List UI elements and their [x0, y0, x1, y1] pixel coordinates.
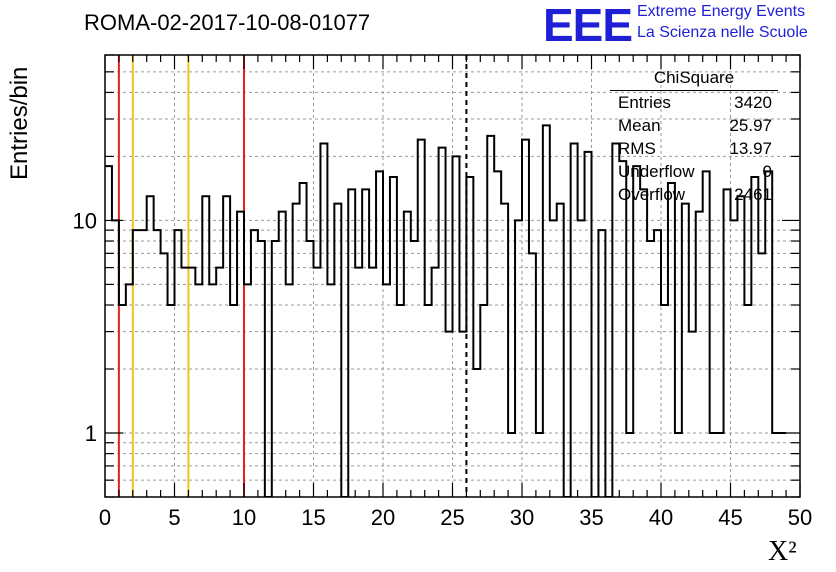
stats-value: 13.97	[729, 139, 772, 158]
stats-value: 2461	[734, 185, 772, 204]
stats-key: Overflow	[618, 185, 686, 204]
stats-row-entries: Entries 3420	[610, 91, 778, 114]
stats-key: RMS	[618, 139, 656, 158]
stats-box: ChiSquare Entries 3420 Mean 25.97 RMS 13…	[610, 66, 778, 206]
stats-key: Entries	[618, 93, 671, 112]
x-tick-label: 25	[440, 505, 464, 530]
stats-key: Underflow	[618, 162, 695, 181]
stats-value: 25.97	[729, 116, 772, 135]
y-tick-label: 10	[73, 208, 97, 233]
x-tick-label: 30	[510, 505, 534, 530]
x-ticks: 0 5 10 15 20 25 30 35 40 45 50	[99, 55, 812, 530]
stats-title: ChiSquare	[610, 66, 778, 91]
x-tick-label: 45	[718, 505, 742, 530]
stats-value: 0	[762, 162, 772, 181]
x-tick-label: 35	[579, 505, 603, 530]
logo-subtitle-1: Extreme Energy Events	[637, 3, 806, 20]
stats-row-overflow: Overflow 2461	[610, 183, 778, 206]
x-tick-label: 15	[301, 505, 325, 530]
y-tick-label: 1	[85, 421, 97, 446]
x-tick-label: 5	[168, 505, 180, 530]
histogram-series	[105, 124, 787, 497]
stats-row-underflow: Underflow 0	[610, 160, 778, 183]
x-axis-label: X²	[768, 536, 797, 567]
logo-subtitle-2: La Scienza nelle Scuole	[637, 24, 808, 41]
x-tick-label: 0	[99, 505, 111, 530]
x-tick-label: 50	[788, 505, 812, 530]
eee-logo: EEE	[543, 0, 633, 51]
x-tick-label: 40	[649, 505, 673, 530]
y-axis-label: Entries/bin	[6, 66, 33, 180]
stats-key: Mean	[618, 116, 661, 135]
histogram-line	[105, 124, 787, 497]
x-tick-label: 10	[232, 505, 256, 530]
chart-title: ROMA-02-2017-10-08-01077	[84, 10, 371, 35]
stats-row-rms: RMS 13.97	[610, 137, 778, 160]
stats-value: 3420	[734, 93, 772, 112]
x-tick-label: 20	[371, 505, 395, 530]
stats-row-mean: Mean 25.97	[610, 114, 778, 137]
y-ticks: 1 10	[73, 54, 800, 498]
